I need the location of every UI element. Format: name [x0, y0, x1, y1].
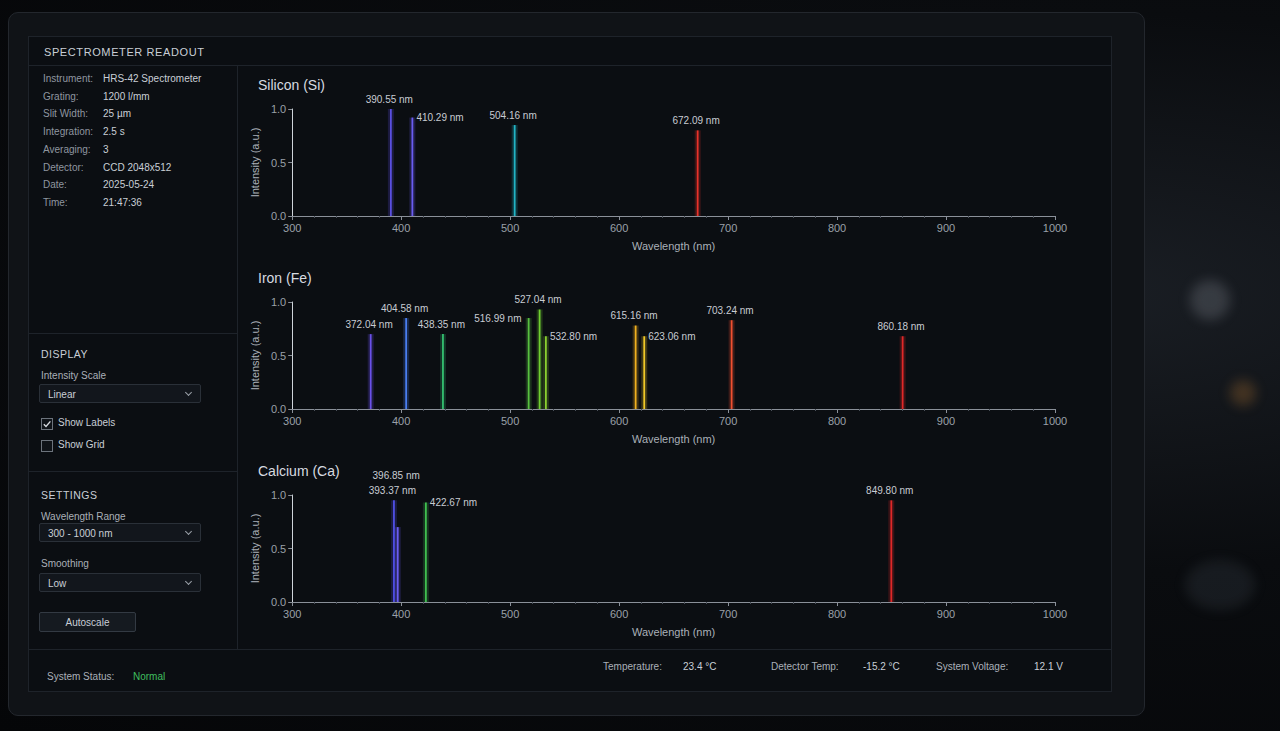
svg-text:900: 900: [937, 222, 955, 234]
svg-text:1000: 1000: [1043, 608, 1067, 620]
html-text:21:47:36: 21:47:36: [103, 196, 142, 208]
svg-text:Wavelength (nm): Wavelength (nm): [632, 433, 715, 445]
svg-text:300: 300: [283, 608, 301, 620]
svg-text:700: 700: [719, 608, 737, 620]
svg-text:Silicon (Si): Silicon (Si): [258, 77, 325, 93]
html-text:23.4 °C: 23.4 °C: [683, 661, 717, 672]
html-text:Show Grid: Show Grid: [58, 439, 105, 450]
html-text:Instrument:: Instrument:: [43, 73, 93, 84]
svg-text:672.09 nm: 672.09 nm: [672, 115, 719, 126]
html-text:Detector Temp:: Detector Temp:: [771, 661, 839, 672]
svg-text:700: 700: [719, 222, 737, 234]
svg-text:390.55 nm: 390.55 nm: [366, 94, 413, 105]
svg-text:410.29 nm: 410.29 nm: [416, 112, 463, 123]
html-text:Grating:: Grating:: [43, 90, 79, 102]
svg-text:1000: 1000: [1043, 415, 1067, 427]
svg-text:860.18 nm: 860.18 nm: [877, 321, 924, 332]
svg-text:800: 800: [828, 415, 846, 427]
html-text:HRS-42 Spectrometer: HRS-42 Spectrometer: [103, 73, 202, 84]
svg-text:800: 800: [828, 608, 846, 620]
html-text:Low: Low: [48, 578, 67, 589]
svg-text:0.5: 0.5: [271, 157, 286, 169]
svg-text:438.35 nm: 438.35 nm: [418, 319, 465, 330]
svg-text:0.0: 0.0: [271, 210, 286, 222]
svg-text:500: 500: [501, 415, 519, 427]
html-text:300 - 1000 nm: 300 - 1000 nm: [48, 528, 113, 539]
html-text:Normal: Normal: [133, 671, 166, 682]
svg-text:422.67 nm: 422.67 nm: [430, 497, 477, 508]
html-text:SETTINGS: SETTINGS: [41, 489, 98, 501]
html-text:DISPLAY: DISPLAY: [41, 348, 89, 360]
svg-text:1.0: 1.0: [271, 489, 286, 501]
html-text:Smoothing: Smoothing: [41, 558, 89, 569]
svg-text:396.85 nm: 396.85 nm: [373, 470, 420, 481]
svg-text:372.04 nm: 372.04 nm: [345, 319, 392, 330]
svg-text:600: 600: [610, 415, 628, 427]
svg-text:900: 900: [937, 415, 955, 427]
html-text:CCD 2048x512: CCD 2048x512: [103, 161, 172, 173]
svg-text:800: 800: [828, 222, 846, 234]
svg-text:1000: 1000: [1043, 222, 1067, 234]
html-text:Show Labels: Show Labels: [58, 417, 116, 428]
svg-text:849.80 nm: 849.80 nm: [866, 485, 913, 496]
svg-text:532.80 nm: 532.80 nm: [550, 331, 597, 342]
svg-text:Iron (Fe): Iron (Fe): [258, 270, 312, 286]
html-text:SPECTROMETER READOUT: SPECTROMETER READOUT: [44, 46, 205, 58]
svg-text:900: 900: [937, 608, 955, 620]
svg-text:623.06 nm: 623.06 nm: [648, 331, 695, 342]
svg-text:700: 700: [719, 415, 737, 427]
html-text:Slit Width:: Slit Width:: [43, 108, 88, 120]
svg-text:0.5: 0.5: [271, 543, 286, 555]
html-text:2.5 s: 2.5 s: [103, 126, 125, 138]
svg-text:Intensity (a.u.): Intensity (a.u.): [249, 514, 261, 584]
svg-text:400: 400: [392, 222, 410, 234]
html-text:2025-05-24: 2025-05-24: [103, 179, 155, 191]
html-text:12.1 V: 12.1 V: [1034, 661, 1063, 672]
html-text:System Voltage:: System Voltage:: [936, 661, 1009, 672]
svg-text:500: 500: [501, 222, 519, 234]
svg-text:Intensity (a.u.): Intensity (a.u.): [249, 128, 261, 198]
svg-text:300: 300: [283, 222, 301, 234]
html-text:Linear: Linear: [48, 389, 76, 400]
html-text:System Status:: System Status:: [47, 671, 115, 682]
svg-text:393.37 nm: 393.37 nm: [369, 485, 416, 496]
html-text:Wavelength Range: Wavelength Range: [41, 511, 126, 522]
svg-text:600: 600: [610, 222, 628, 234]
html-text:Detector:: Detector:: [43, 161, 84, 173]
svg-text:504.16 nm: 504.16 nm: [489, 110, 536, 121]
svg-text:0.5: 0.5: [271, 350, 286, 362]
svg-text:400: 400: [392, 415, 410, 427]
svg-text:0.0: 0.0: [271, 596, 286, 608]
html-text:25 µm: 25 µm: [103, 108, 131, 120]
svg-text:Calcium (Ca): Calcium (Ca): [258, 463, 340, 479]
svg-text:Intensity (a.u.): Intensity (a.u.): [249, 321, 261, 391]
html-text:Integration:: Integration:: [43, 126, 93, 138]
svg-text:1.0: 1.0: [271, 103, 286, 115]
html-text:1200 l/mm: 1200 l/mm: [103, 90, 150, 102]
svg-text:615.16 nm: 615.16 nm: [610, 310, 657, 321]
svg-text:404.58 nm: 404.58 nm: [381, 303, 428, 314]
svg-text:Wavelength (nm): Wavelength (nm): [632, 240, 715, 252]
html-text:-15.2 °C: -15.2 °C: [863, 661, 900, 672]
html-text:Averaging:: Averaging:: [43, 143, 91, 155]
svg-text:0.0: 0.0: [271, 403, 286, 415]
html-text:Intensity Scale: Intensity Scale: [41, 370, 106, 381]
html-text:Time:: Time:: [43, 196, 68, 208]
html-text:Date:: Date:: [43, 179, 67, 191]
svg-text:Wavelength (nm): Wavelength (nm): [632, 626, 715, 638]
svg-text:516.99 nm: 516.99 nm: [474, 313, 521, 324]
html-text:3: 3: [103, 143, 109, 155]
svg-text:500: 500: [501, 608, 519, 620]
html-text:Temperature:: Temperature:: [603, 661, 662, 672]
svg-text:400: 400: [392, 608, 410, 620]
svg-text:600: 600: [610, 608, 628, 620]
svg-text:527.04 nm: 527.04 nm: [514, 294, 561, 305]
svg-text:703.24 nm: 703.24 nm: [706, 305, 753, 316]
svg-text:1.0: 1.0: [271, 296, 286, 308]
html-text:Autoscale: Autoscale: [65, 617, 110, 628]
svg-text:300: 300: [283, 415, 301, 427]
